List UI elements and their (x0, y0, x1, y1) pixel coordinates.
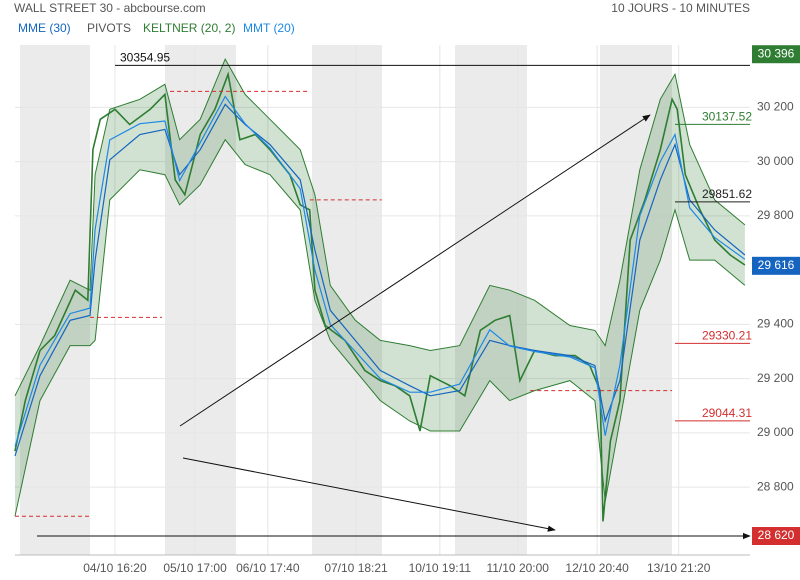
day-band (20, 45, 90, 555)
price-line (14, 71, 746, 522)
keltner-lower (14, 138, 746, 517)
chart-subtitle: 10 JOURS - 10 MINUTES (611, 1, 750, 15)
keltner-fill (15, 59, 745, 517)
legend-item: MMT (20) (243, 21, 295, 35)
price-badge (752, 256, 800, 275)
day-bands (20, 45, 672, 555)
y-tick-label: 28 800 (757, 479, 794, 493)
x-tick-label: 06/10 17:40 (236, 561, 300, 575)
level-label: 29851.62 (702, 187, 752, 201)
price-badge-label: 28 620 (758, 528, 795, 542)
y-tick-label: 29 800 (757, 208, 794, 222)
legend-item: KELTNER (20, 2) (143, 21, 235, 35)
average-line (14, 95, 746, 447)
price-badge-label: 29 616 (758, 258, 795, 272)
keltner-upper (14, 57, 746, 397)
chart-title: WALL STREET 30 - abcbourse.com (14, 1, 206, 15)
trend-arrows (179, 114, 651, 532)
legend-item: MME (30) (18, 21, 71, 35)
trend-arrow (179, 114, 651, 427)
high-label: 30354.95 (120, 51, 170, 65)
y-tick-label: 29 000 (757, 425, 794, 439)
x-tick-label: 10/10 19:11 (409, 561, 472, 575)
average-line (14, 103, 746, 457)
x-tick-label: 11/10 20:00 (486, 561, 549, 575)
x-tick-label: 05/10 17:00 (163, 561, 227, 575)
price-badge (752, 527, 800, 546)
x-tick-label: 13/10 21:20 (647, 561, 711, 575)
y-tick-label: 29 400 (757, 317, 794, 331)
x-tick-label: 07/10 18:21 (324, 561, 388, 575)
plot: 30 200 30 000 29 800 29 400 29 200 29 000 28 8… (14, 45, 794, 575)
day-band (600, 45, 672, 555)
x-tick-label: 12/10 20:40 (565, 561, 629, 575)
y-tick-label: 29 200 (757, 371, 794, 385)
day-band (455, 45, 527, 555)
price-badge (752, 45, 800, 64)
x-tick-label: 04/10 16:20 (83, 561, 147, 575)
price-badge-label: 30 396 (758, 46, 795, 60)
legend-item: PIVOTS (87, 21, 131, 35)
trend-arrow (182, 457, 556, 532)
level-label: 29044.31 (702, 406, 752, 420)
level-label: 29330.21 (702, 329, 752, 343)
y-tick-label: 30 000 (757, 154, 794, 168)
y-tick-label: 30 200 (757, 100, 794, 114)
level-label: 30137.52 (702, 110, 752, 124)
